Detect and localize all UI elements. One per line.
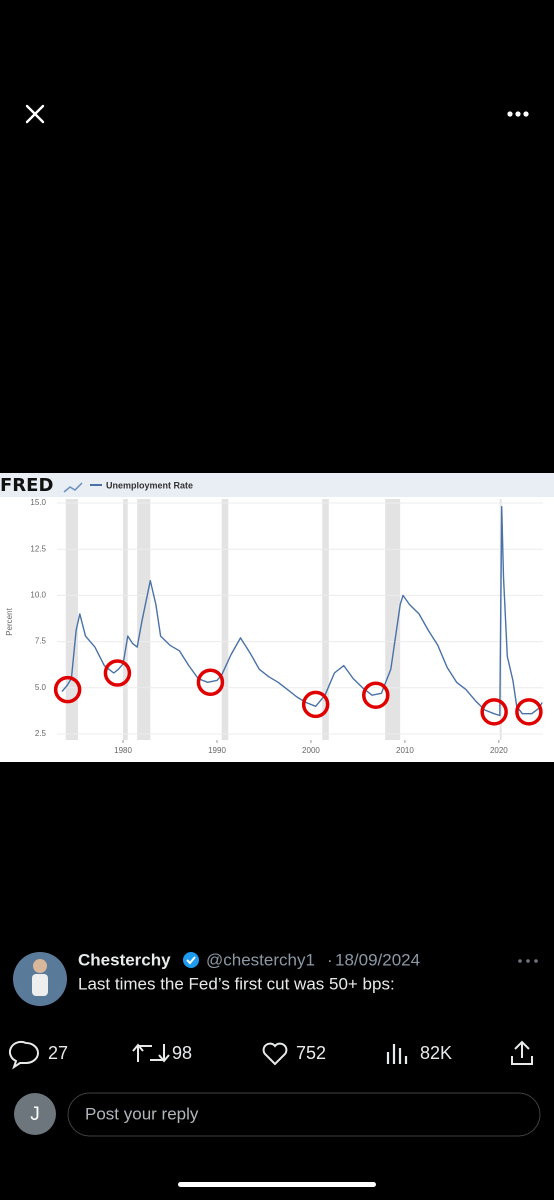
x-tick-label: 2000 (302, 746, 320, 755)
chart-header (0, 473, 554, 497)
views-action[interactable]: 82K (386, 1043, 452, 1064)
y-tick-label: 10.0 (30, 591, 46, 600)
like-action[interactable]: 752 (262, 1042, 326, 1066)
retweet-action[interactable]: 98 (132, 1043, 192, 1063)
recession-band (123, 499, 128, 740)
retweet-count: 98 (172, 1043, 192, 1063)
highlight-circle (53, 675, 82, 704)
x-tick-label: 1980 (114, 746, 132, 755)
home-indicator[interactable] (178, 1182, 376, 1187)
plot: 2.5 5.0 7.5 10.0 12.5 15.0 1980 1990 2000 2010 202… (30, 498, 543, 755)
recession-band (137, 499, 151, 740)
recession-band (221, 499, 229, 740)
highlight-circle (196, 668, 225, 697)
plot-area (57, 499, 543, 740)
tweet-text: Last times the Fed’s first cut was 50+ b… (78, 974, 395, 993)
y-tick-label: 12.5 (30, 544, 46, 553)
y-axis-label: Percent (5, 607, 14, 635)
user-avatar (14, 1093, 56, 1135)
avatar-face (33, 959, 47, 973)
views-count: 82K (420, 1043, 452, 1063)
y-tick-label: 15.0 (30, 498, 46, 507)
highlight-circle (103, 659, 132, 687)
tweet-date: 18/09/2024 (335, 950, 420, 969)
like-icon (262, 1042, 288, 1066)
y-tick-label: 7.5 (35, 637, 47, 646)
views-icon (386, 1044, 408, 1064)
author-handle: @chesterchy1 (206, 950, 315, 969)
author-name[interactable]: Chesterchy (78, 950, 171, 969)
highlight-circle (301, 690, 330, 719)
reply-placeholder: Post your reply (85, 1104, 199, 1123)
verified-badge (183, 952, 199, 968)
close-button[interactable] (25, 104, 45, 124)
recession-band (65, 499, 78, 740)
logo-icon (63, 482, 83, 493)
source-logo: FRED (0, 475, 53, 496)
share-button[interactable] (511, 1040, 533, 1065)
x-tick-label: 2020 (490, 746, 508, 755)
x-tick-label: 2010 (396, 746, 414, 755)
reply-action[interactable]: 27 (8, 1040, 68, 1070)
y-tick-label: 2.5 (35, 729, 47, 738)
avatar-body (32, 974, 48, 996)
like-count: 752 (296, 1043, 326, 1063)
legend-label: Unemployment Rate (106, 480, 193, 490)
recession-band (322, 499, 329, 740)
user-initial: J (30, 1104, 40, 1125)
recession-band (385, 499, 401, 740)
reply-count: 27 (48, 1043, 68, 1063)
reply-icon (8, 1040, 39, 1070)
data-line (61, 506, 543, 717)
highlight-circle (515, 698, 543, 726)
separator: · (327, 950, 333, 969)
tweet-more[interactable] (518, 959, 538, 963)
retweet-icon (132, 1043, 170, 1063)
highlight-circle (480, 698, 508, 726)
y-tick-label: 5.0 (35, 683, 47, 692)
x-tick-label: 1990 (208, 746, 226, 755)
reply-input[interactable] (67, 1092, 541, 1137)
highlight-circle (362, 681, 390, 709)
more-button[interactable] (507, 111, 529, 117)
